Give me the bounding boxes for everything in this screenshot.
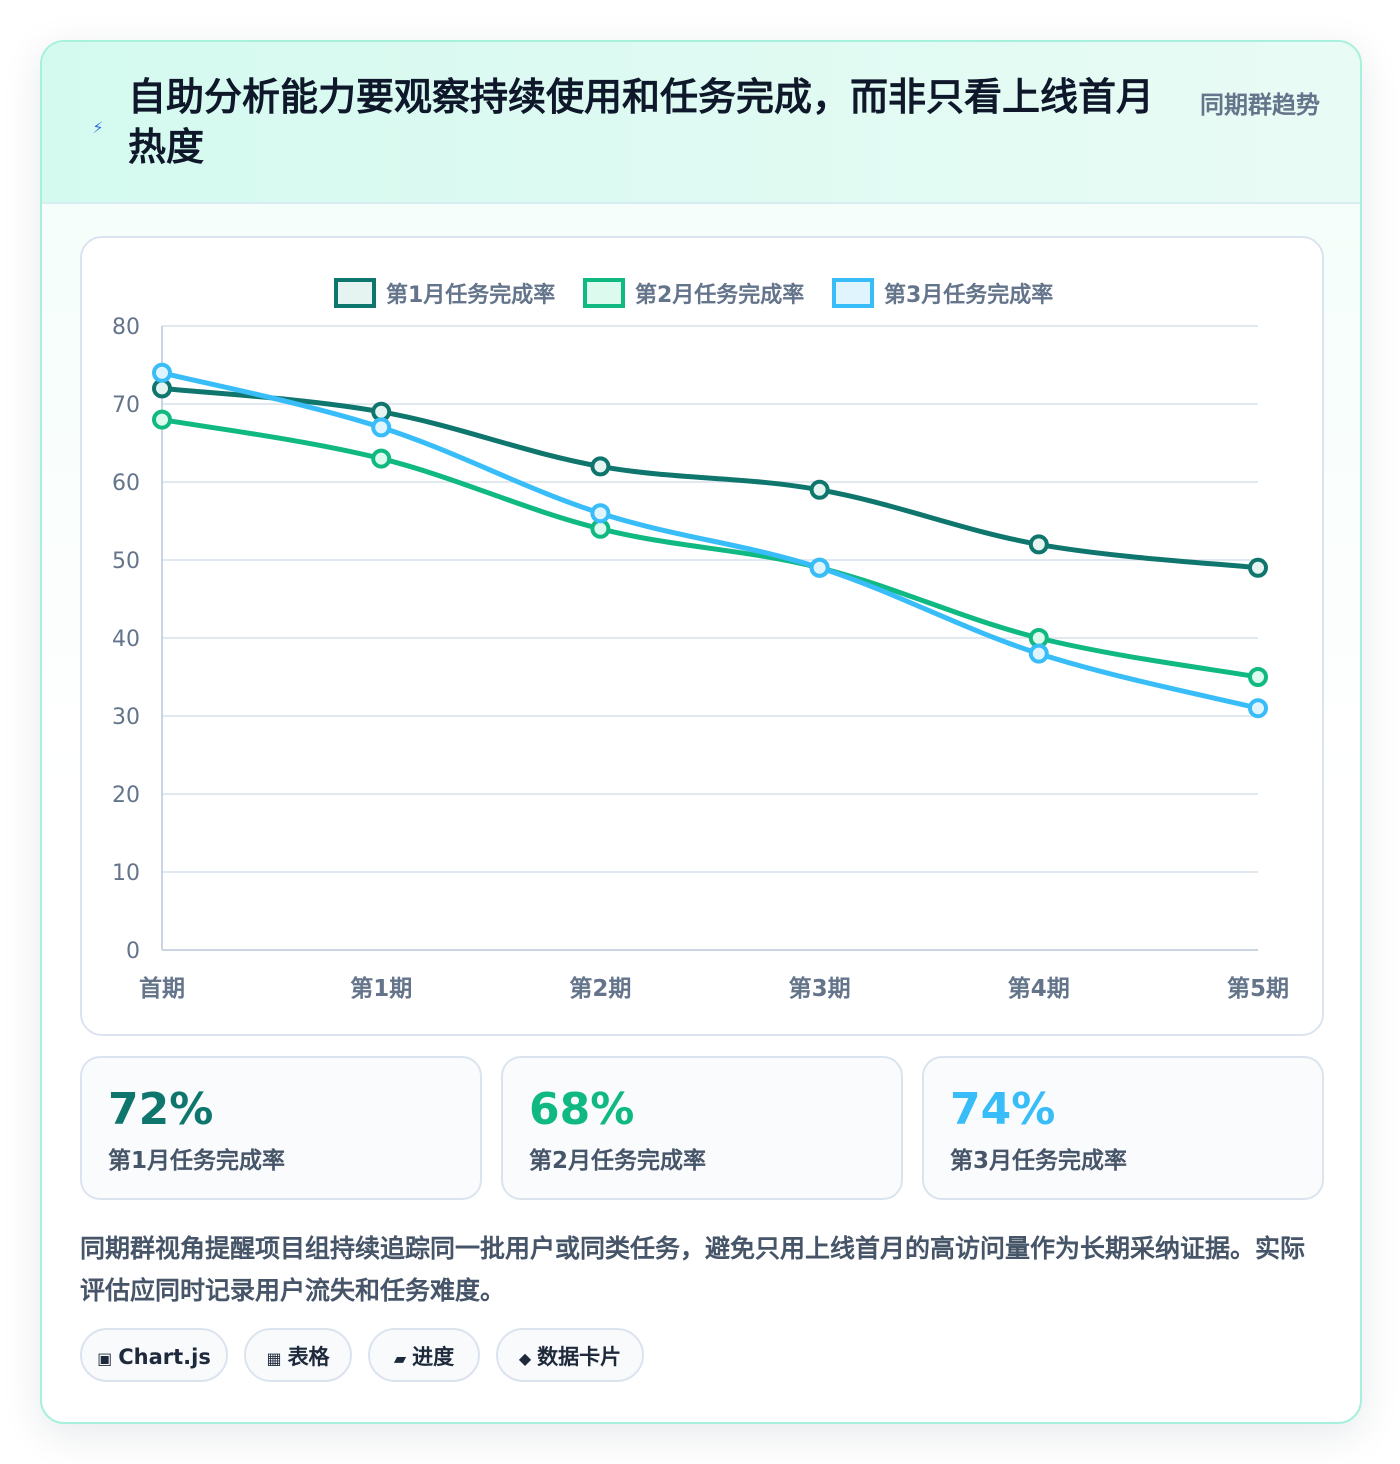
data-point-series-3 xyxy=(1028,643,1049,664)
cohort-trend-tag: 同期群趋势 xyxy=(1200,91,1320,119)
data-point-series-2 xyxy=(1028,628,1049,648)
y-tick-label: 20 xyxy=(112,783,140,808)
progress-bar-icon: ▰ xyxy=(393,1349,407,1368)
x-tick-label: 第4期 xyxy=(1008,975,1070,1002)
data-point-series-1 xyxy=(590,456,611,477)
data-point-series-3 xyxy=(809,557,830,578)
table-grid-icon: ▦ xyxy=(266,1349,282,1368)
x-tick-label: 第5期 xyxy=(1227,975,1289,1002)
stat-card-month-2: 68% 第2月任务完成率 xyxy=(501,1056,903,1200)
card-title: 自助分析能力要观察持续使用和任务完成，而非只看上线首月热度 xyxy=(128,75,1155,169)
stat-value: 68% xyxy=(529,1084,635,1135)
legend-label: 第2月任务完成率 xyxy=(635,282,804,308)
series-line-2 xyxy=(159,417,1261,680)
chip-progress[interactable]: ▰ 进度 xyxy=(368,1328,480,1382)
legend-label: 第3月任务完成率 xyxy=(884,282,1053,308)
cohort-trend-card: ⚡ 自助分析能力要观察持续使用和任务完成，而非只看上线首月热度 同期群趋势 0 1… xyxy=(40,40,1362,1424)
chart-container: 0 10 20 30 40 50 60 70 80 首期 第1期 第2期 第3期 第4期 第5期 第1月任务完… xyxy=(80,236,1324,1036)
y-tick-label: 10 xyxy=(112,861,140,886)
stat-label: 第3月任务完成率 xyxy=(950,1148,1128,1174)
chip-table[interactable]: ▦ 表格 xyxy=(244,1328,352,1382)
chip-label: 表格 xyxy=(287,1345,330,1369)
chip-chartjs[interactable]: ▣ Chart.js xyxy=(80,1328,228,1382)
legend-swatch xyxy=(832,278,874,308)
y-tick-label: 70 xyxy=(112,393,140,418)
data-point-series-1 xyxy=(809,479,830,500)
chip-label: 数据卡片 xyxy=(537,1345,622,1369)
series-line-1 xyxy=(159,385,1261,571)
data-point-series-3 xyxy=(152,362,172,383)
legend-swatch xyxy=(583,278,625,308)
data-point-series-2 xyxy=(152,409,172,430)
stat-card-month-1: 72% 第1月任务完成率 xyxy=(80,1056,482,1200)
data-point-series-1 xyxy=(1248,557,1268,578)
x-tick-label: 首期 xyxy=(139,975,185,1002)
diamond-icon: ◆ xyxy=(518,1349,532,1368)
y-tick-label: 40 xyxy=(112,627,140,652)
chip-label: 进度 xyxy=(412,1345,455,1369)
stat-label: 第1月任务完成率 xyxy=(108,1148,286,1174)
chart-description: 同期群视角提醒项目组持续追踪同一批用户或同类任务，避免只用上线首月的高访问量作为… xyxy=(80,1234,1306,1305)
y-tick-label: 80 xyxy=(112,315,140,340)
data-point-series-3 xyxy=(1248,698,1268,719)
data-point-series-2 xyxy=(1248,667,1268,687)
x-tick-label: 第3期 xyxy=(789,975,851,1002)
data-point-series-1 xyxy=(1028,534,1049,555)
data-point-series-2 xyxy=(371,448,392,469)
line-chart: 0 10 20 30 40 50 60 70 80 首期 第1期 第2期 第3期 第4期 第5期 第1月任务完… xyxy=(112,278,1289,1002)
stat-card-month-3: 74% 第3月任务完成率 xyxy=(922,1056,1324,1200)
stat-value: 72% xyxy=(108,1084,214,1135)
stat-label: 第2月任务完成率 xyxy=(529,1148,707,1174)
series-line-3 xyxy=(159,370,1261,711)
legend-swatch xyxy=(334,278,376,308)
x-tick-label: 第1期 xyxy=(350,975,412,1002)
stat-value: 74% xyxy=(950,1084,1056,1135)
data-point-series-3 xyxy=(590,503,611,524)
y-tick-label: 60 xyxy=(112,471,140,496)
data-point-series-3 xyxy=(371,417,392,438)
y-tick-label: 30 xyxy=(112,705,140,730)
lightning-bolt-icon: ⚡ xyxy=(92,118,104,137)
card-header: ⚡ 自助分析能力要观察持续使用和任务完成，而非只看上线首月热度 同期群趋势 xyxy=(42,42,1360,204)
chart-square-icon: ▣ xyxy=(97,1349,113,1368)
legend-label: 第1月任务完成率 xyxy=(386,282,555,308)
x-tick-label: 第2期 xyxy=(569,975,631,1002)
chip-label: Chart.js xyxy=(118,1345,211,1369)
chip-data-card[interactable]: ◆ 数据卡片 xyxy=(496,1328,644,1382)
y-tick-label: 50 xyxy=(112,549,140,574)
y-tick-label: 0 xyxy=(126,939,140,964)
